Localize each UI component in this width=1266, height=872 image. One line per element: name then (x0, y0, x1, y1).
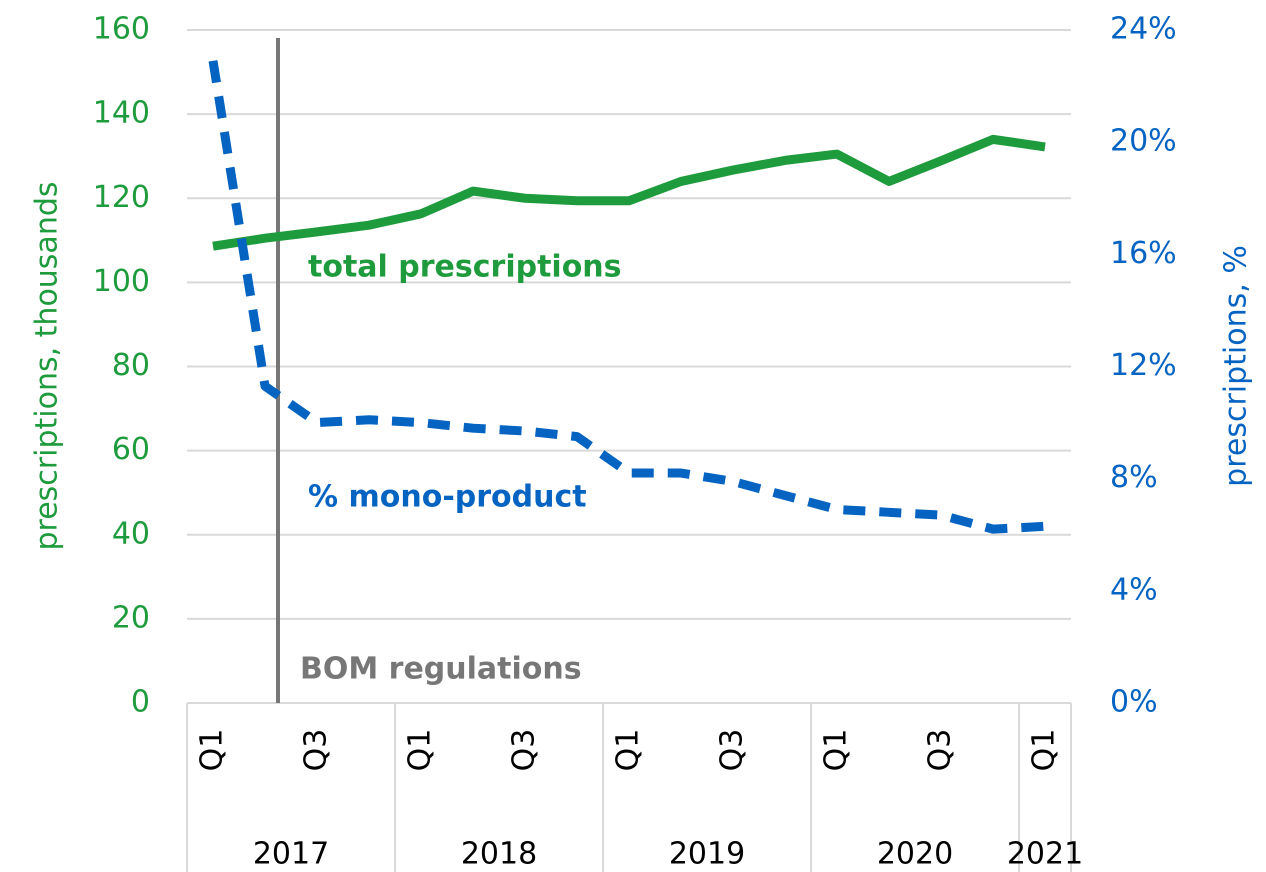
annotation-label: BOM regulations (300, 652, 582, 687)
y2-tick-label: 16% (1110, 236, 1177, 271)
y-tick-label: 100 (93, 264, 150, 299)
x-tick-label: Q3 (299, 729, 334, 772)
y-tick-label: 0 (131, 685, 150, 720)
series-line (208, 60, 1046, 534)
y2-tick-label: 8% (1110, 460, 1158, 495)
y-tick-label: 40 (112, 516, 150, 551)
x-tick-label: Q3 (507, 729, 542, 772)
x-tick-label: Q1 (819, 729, 854, 772)
y-axis-label: prescriptions, thousands (30, 181, 65, 550)
y-tick-label: 120 (93, 180, 150, 215)
x-tick-label: Q1 (1027, 729, 1062, 772)
y2-tick-label: 0% (1110, 685, 1158, 720)
y2-tick-label: 24% (1110, 12, 1177, 47)
y-tick-label: 80 (112, 348, 150, 383)
y-tick-label: 20 (112, 600, 150, 635)
series-line (212, 134, 1046, 251)
y2-tick-label: 20% (1110, 124, 1177, 159)
series-label: % mono-product (308, 480, 587, 515)
x-tick-label: Q1 (611, 729, 646, 772)
y2-axis-label: prescriptions, % (1219, 245, 1254, 487)
x-group-label: 2017 (253, 837, 329, 872)
x-group-label: 2019 (669, 837, 745, 872)
x-group-label: 2018 (461, 837, 537, 872)
x-tick-label: Q1 (195, 729, 230, 772)
y2-tick-label: 4% (1110, 572, 1158, 607)
series-label: total prescriptions (308, 250, 622, 285)
x-tick-label: Q3 (923, 729, 958, 772)
x-group-label: 2020 (877, 837, 953, 872)
x-tick-label: Q3 (715, 729, 750, 772)
y-tick-label: 160 (93, 12, 150, 47)
x-group-label: 2021 (1007, 837, 1083, 872)
y-tick-label: 60 (112, 432, 150, 467)
grid (187, 29, 1071, 704)
x-tick-label: Q1 (403, 729, 438, 772)
y-tick-label: 140 (93, 96, 150, 131)
y2-tick-label: 12% (1110, 348, 1177, 383)
